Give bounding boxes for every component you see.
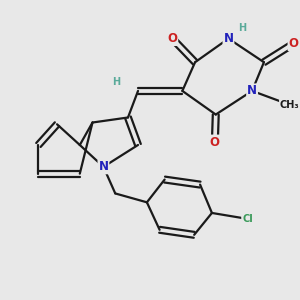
Text: H: H [238,23,246,33]
Text: N: N [98,160,108,173]
Text: O: O [167,32,177,45]
Text: H: H [112,77,120,87]
Text: O: O [210,136,220,148]
Text: Cl: Cl [242,214,253,224]
Text: O: O [289,37,298,50]
Text: N: N [224,32,233,45]
Text: CH₃: CH₃ [280,100,299,110]
Text: N: N [247,84,257,98]
